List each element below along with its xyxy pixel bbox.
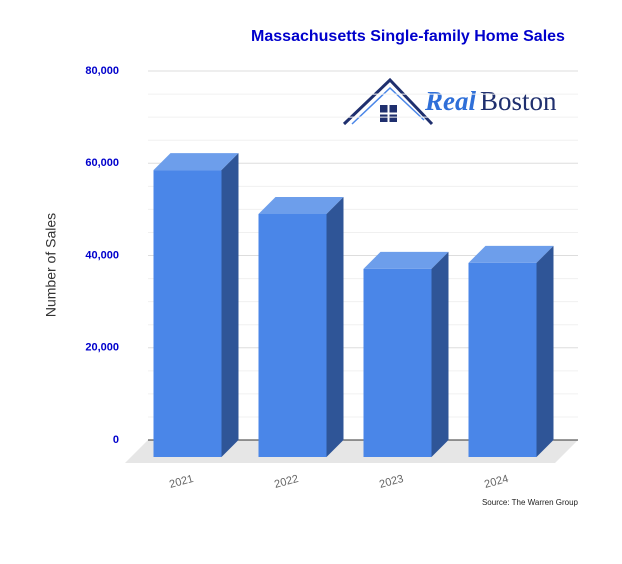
bar-top: [363, 251, 449, 269]
bar: [153, 153, 239, 457]
bar-front: [258, 213, 327, 457]
bar: [363, 251, 449, 457]
bar-front: [153, 170, 222, 457]
bar-side: [536, 245, 554, 457]
y-tick-label: 80,000: [85, 65, 119, 77]
logo-roof: [342, 77, 434, 126]
floor: [125, 440, 578, 463]
bar-side: [431, 251, 449, 457]
chart-title: Massachusetts Single-family Home Sales: [251, 28, 565, 45]
x-tick-label: 2022: [273, 473, 300, 491]
bar-side: [221, 153, 239, 457]
bar-top: [153, 153, 239, 171]
bar: [468, 245, 554, 457]
logo: Real Boston: [342, 77, 557, 126]
y-tick-label: 0: [113, 434, 119, 446]
bar-front: [363, 268, 432, 457]
logo-text: Boston: [480, 86, 557, 116]
x-tick-label: 2023: [378, 473, 405, 491]
bar-top: [258, 196, 344, 214]
y-axis-label: Number of Sales: [43, 213, 59, 317]
y-tick-label: 60,000: [85, 157, 119, 169]
y-tick-label: 20,000: [85, 342, 119, 354]
x-tick-label: 2021: [168, 473, 195, 491]
bar: [258, 196, 344, 458]
bar-top: [468, 245, 554, 263]
source-note: Source: The Warren Group: [482, 498, 579, 507]
logo-roof-inner: [351, 86, 425, 125]
x-tick-label: 2024: [483, 473, 510, 491]
logo-text: Real: [424, 86, 476, 116]
y-tick-label: 40,000: [85, 249, 119, 261]
bar-side: [326, 196, 344, 458]
bar-front: [468, 262, 537, 457]
